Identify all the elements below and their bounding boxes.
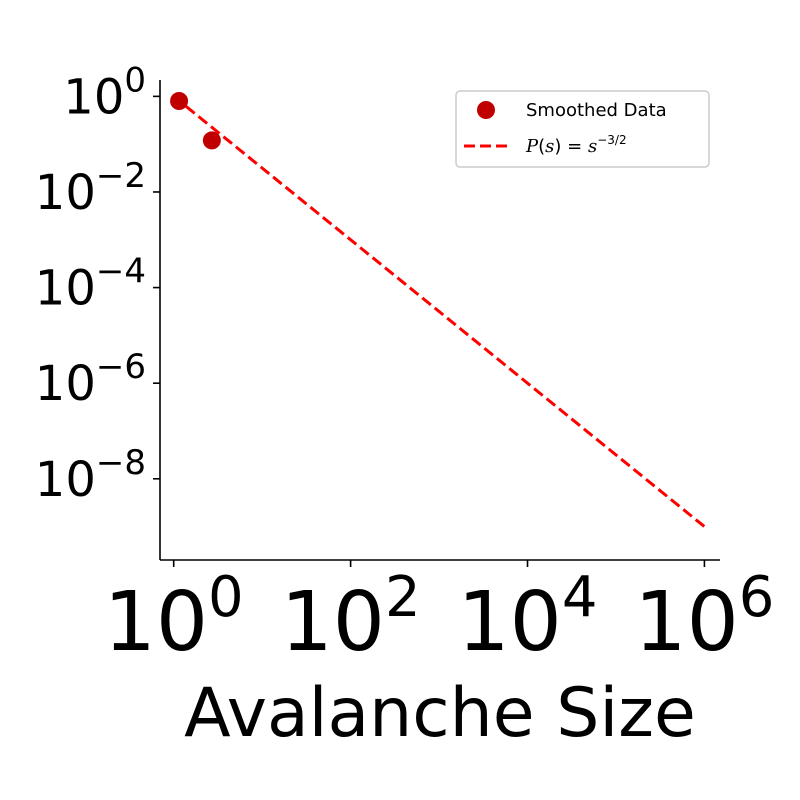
x-axis-ticks: 100 102 104 106 (104, 560, 774, 670)
y-tick-label: 10−6 (35, 347, 146, 412)
legend: Smoothed Data P(s) = s−3/2 (455, 90, 710, 168)
y-tick-label: 100 (63, 60, 146, 125)
legend-marker-smoothed-data (477, 101, 495, 119)
legend-label-smoothed-data: Smoothed Data (526, 100, 667, 121)
y-axis-ticks: 100 10−2 10−4 10−6 10−8 (35, 60, 160, 508)
x-axis-label: Avalanche Size (184, 674, 696, 753)
legend-frame (455, 90, 710, 168)
y-tick-label: 10−2 (35, 156, 146, 221)
y-tick-label: 10−8 (35, 443, 146, 508)
plot-area (170, 92, 706, 528)
x-tick-label: 100 (104, 565, 244, 670)
data-point (202, 131, 221, 150)
power-law-line (172, 95, 706, 528)
legend-label-power-law-exponent: −3/2 (597, 133, 626, 147)
x-tick-label: 102 (281, 565, 421, 670)
y-tick-label: 10−4 (35, 252, 146, 317)
x-tick-label: 106 (634, 565, 774, 670)
legend-label-power-law: P(s) = s−3/2 (525, 133, 627, 157)
x-tick-label: 104 (458, 565, 598, 670)
data-point (170, 92, 189, 111)
